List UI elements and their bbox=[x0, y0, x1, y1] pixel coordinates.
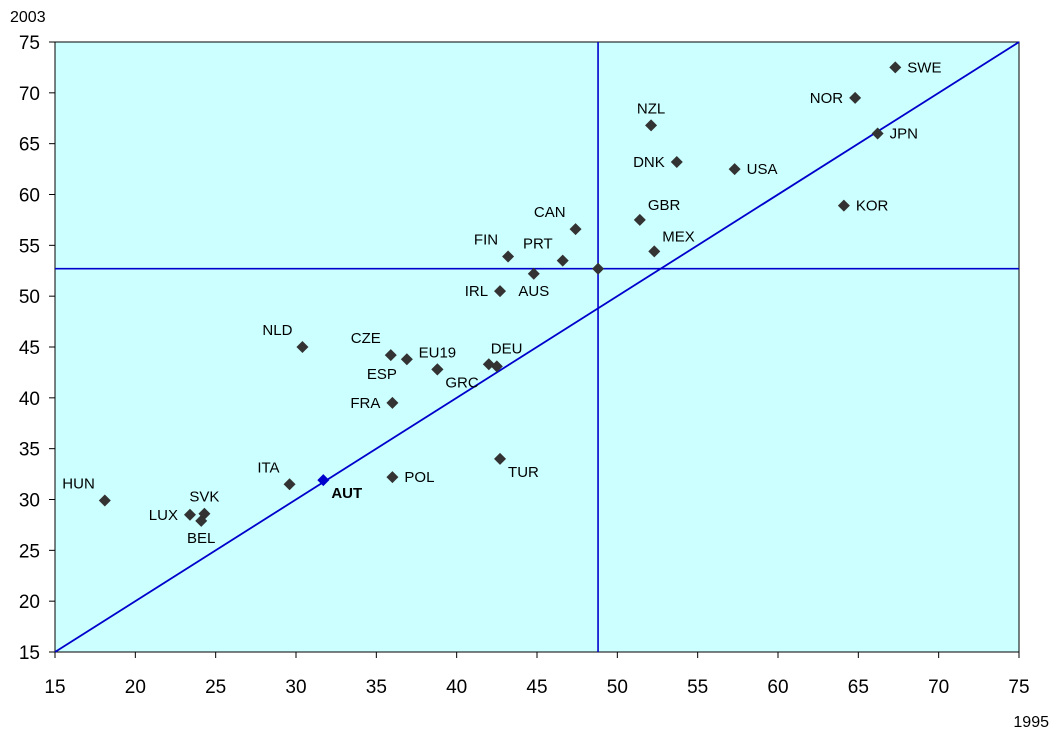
y-tick-label: 20 bbox=[19, 592, 40, 613]
point-label-fra: FRA bbox=[350, 395, 380, 412]
x-tick-label: 50 bbox=[607, 677, 628, 698]
y-tick-label: 45 bbox=[19, 338, 40, 359]
point-label-fin: FIN bbox=[474, 232, 498, 249]
x-tick-label: 40 bbox=[446, 677, 467, 698]
x-tick-label: 60 bbox=[767, 677, 788, 698]
diagonal-line bbox=[54, 41, 1020, 653]
data-point-mex bbox=[648, 245, 661, 258]
point-label-deu: DEU bbox=[491, 340, 523, 357]
point-label-hun: HUN bbox=[62, 476, 95, 493]
y-tick-label: 55 bbox=[19, 236, 40, 257]
y-tick-label: 60 bbox=[19, 186, 40, 207]
x-tick-label: 20 bbox=[125, 677, 146, 698]
point-label-mex: MEX bbox=[662, 228, 695, 245]
x-tick-label: 70 bbox=[928, 677, 949, 698]
y-tick-label: 70 bbox=[19, 84, 40, 105]
point-label-ita: ITA bbox=[257, 459, 279, 476]
data-point-aut bbox=[317, 474, 330, 487]
x-tick-label: 30 bbox=[285, 677, 306, 698]
y-tick-label: 30 bbox=[19, 491, 40, 512]
point-label-aut: AUT bbox=[331, 485, 362, 502]
data-point-unlabeled-21 bbox=[490, 360, 503, 373]
point-label-nzl: NZL bbox=[637, 100, 665, 117]
point-label-nor: NOR bbox=[810, 90, 844, 107]
data-point-kor bbox=[837, 199, 850, 212]
point-label-grc: GRC bbox=[445, 374, 479, 391]
x-tick-label: 65 bbox=[848, 677, 869, 698]
chart-marks: SWE NOR JPN NZL DNK USA KOR GBR CAN MEX FIN PRT AUS I… bbox=[54, 41, 1020, 653]
x-tick-label: 25 bbox=[205, 677, 226, 698]
data-point-jpn bbox=[871, 127, 884, 140]
x-tick-label: 45 bbox=[526, 677, 547, 698]
point-label-esp: ESP bbox=[367, 366, 397, 383]
data-point-usa bbox=[728, 163, 741, 176]
point-label-cze: CZE bbox=[351, 330, 381, 347]
x-tick-label: 55 bbox=[687, 677, 708, 698]
x-axis-title: 1995 bbox=[1013, 714, 1049, 731]
data-point-prt bbox=[556, 254, 569, 267]
point-label-svk: SVK bbox=[189, 489, 219, 506]
data-point-ita bbox=[283, 478, 296, 491]
point-label-jpn: JPN bbox=[890, 126, 918, 143]
y-tick-label: 65 bbox=[19, 135, 40, 156]
point-label-aus: AUS bbox=[518, 283, 549, 300]
point-label-prt: PRT bbox=[523, 236, 553, 253]
point-label-kor: KOR bbox=[856, 198, 889, 215]
point-label-gbr: GBR bbox=[648, 197, 681, 214]
data-point-nzl bbox=[645, 119, 658, 132]
data-point-irl bbox=[494, 285, 507, 298]
point-label-bel: BEL bbox=[187, 530, 215, 547]
point-label-pol: POL bbox=[404, 469, 434, 486]
data-point-nld bbox=[296, 341, 309, 353]
data-point-esp bbox=[400, 353, 413, 366]
data-point-aus bbox=[527, 267, 540, 280]
y-tick-label: 35 bbox=[19, 440, 40, 461]
point-label-lux: LUX bbox=[149, 507, 178, 524]
data-point-cze bbox=[384, 349, 397, 362]
point-label-nld: NLD bbox=[262, 322, 292, 339]
point-label-usa: USA bbox=[747, 161, 778, 178]
y-tick-label: 25 bbox=[19, 541, 40, 562]
x-tick-label: 75 bbox=[1008, 677, 1029, 698]
point-label-irl: IRL bbox=[465, 283, 488, 300]
data-point-dnk bbox=[670, 155, 683, 168]
data-point-tur bbox=[494, 452, 507, 465]
point-label-can: CAN bbox=[534, 204, 566, 221]
data-point-unlabeled-12 bbox=[592, 262, 605, 275]
x-tick-label: 15 bbox=[44, 677, 65, 698]
data-point-pol bbox=[386, 471, 399, 484]
y-tick-label: 40 bbox=[19, 389, 40, 410]
data-point-lux bbox=[183, 508, 196, 521]
y-tick-label: 15 bbox=[19, 643, 40, 664]
y-tick-label: 75 bbox=[19, 33, 40, 54]
y-axis-title: 2003 bbox=[10, 9, 46, 26]
data-point-fra bbox=[386, 396, 399, 409]
data-point-gbr bbox=[633, 213, 646, 226]
data-point-bel bbox=[195, 514, 208, 527]
data-point-fin bbox=[502, 250, 515, 263]
axis-ticks: 15 20 25 30 35 40 45 50 55 60 65 70 75 15 20 25 30 35 40 45… bbox=[19, 33, 1030, 698]
data-point-nor bbox=[849, 91, 862, 104]
point-label-swe: SWE bbox=[907, 59, 941, 76]
y-tick-label: 50 bbox=[19, 287, 40, 308]
data-point-can bbox=[569, 223, 582, 236]
data-point-hun bbox=[98, 494, 111, 507]
point-label-eu19: EU19 bbox=[419, 344, 457, 361]
point-label-dnk: DNK bbox=[633, 154, 665, 171]
point-label-tur: TUR bbox=[508, 464, 539, 481]
data-point-grc bbox=[431, 363, 444, 376]
data-point-swe bbox=[889, 61, 902, 74]
x-tick-label: 35 bbox=[366, 677, 387, 698]
